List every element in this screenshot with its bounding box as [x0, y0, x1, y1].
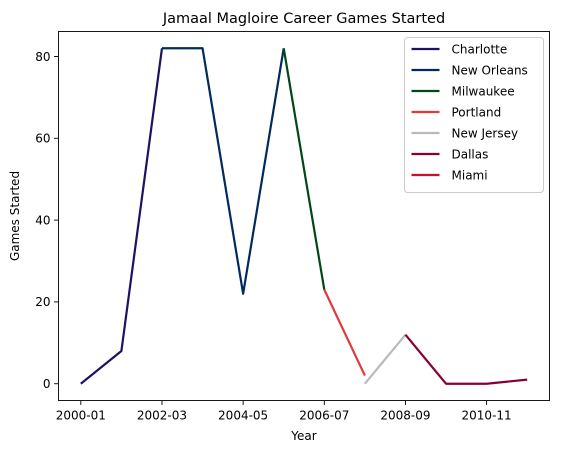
- legend-label: New Jersey: [452, 126, 519, 140]
- series-line-charlotte: [80, 48, 164, 385]
- x-tick-label: 2010-11: [462, 409, 512, 423]
- x-axis: 2000-01 2002-03 2004-05 2006-07 2008-09 2010-…: [56, 400, 512, 423]
- x-axis-label: Year: [290, 429, 316, 443]
- x-tick-label: 2008-09: [380, 409, 430, 423]
- plot-lines: [80, 47, 528, 385]
- y-tick-label: 20: [35, 295, 50, 309]
- x-tick-label: 2004-05: [218, 409, 268, 423]
- legend-label: New Orleans: [452, 63, 528, 77]
- y-tick-label: 80: [35, 50, 50, 64]
- legend-label: Miami: [452, 168, 488, 182]
- x-tick-label: 2006-07: [299, 409, 349, 423]
- y-tick-label: 40: [35, 213, 50, 227]
- legend: Charlotte New Orleans Milwaukee Portland New…: [404, 37, 544, 193]
- series-line-new-orleans: [161, 47, 285, 295]
- y-tick-label: 60: [35, 132, 50, 146]
- y-axis-label: Games Started: [8, 171, 22, 261]
- series-line-milwaukee: [282, 48, 326, 290]
- legend-label: Dallas: [452, 147, 489, 161]
- x-tick-label: 2000-01: [56, 409, 106, 423]
- x-tick-label: 2002-03: [137, 409, 187, 423]
- series-line-new-jersey: [364, 333, 407, 385]
- series-line-dallas: [404, 333, 528, 385]
- chart-title: Jamaal Magloire Career Games Started: [162, 11, 445, 27]
- plot-frame: [58, 31, 550, 401]
- legend-label: Portland: [452, 105, 502, 119]
- legend-label: Milwaukee: [452, 84, 515, 98]
- legend-label: Charlotte: [452, 42, 508, 56]
- series-line-portland: [323, 289, 366, 377]
- y-tick-label: 0: [43, 377, 51, 391]
- y-axis: 0 20 40 60 80: [35, 50, 59, 391]
